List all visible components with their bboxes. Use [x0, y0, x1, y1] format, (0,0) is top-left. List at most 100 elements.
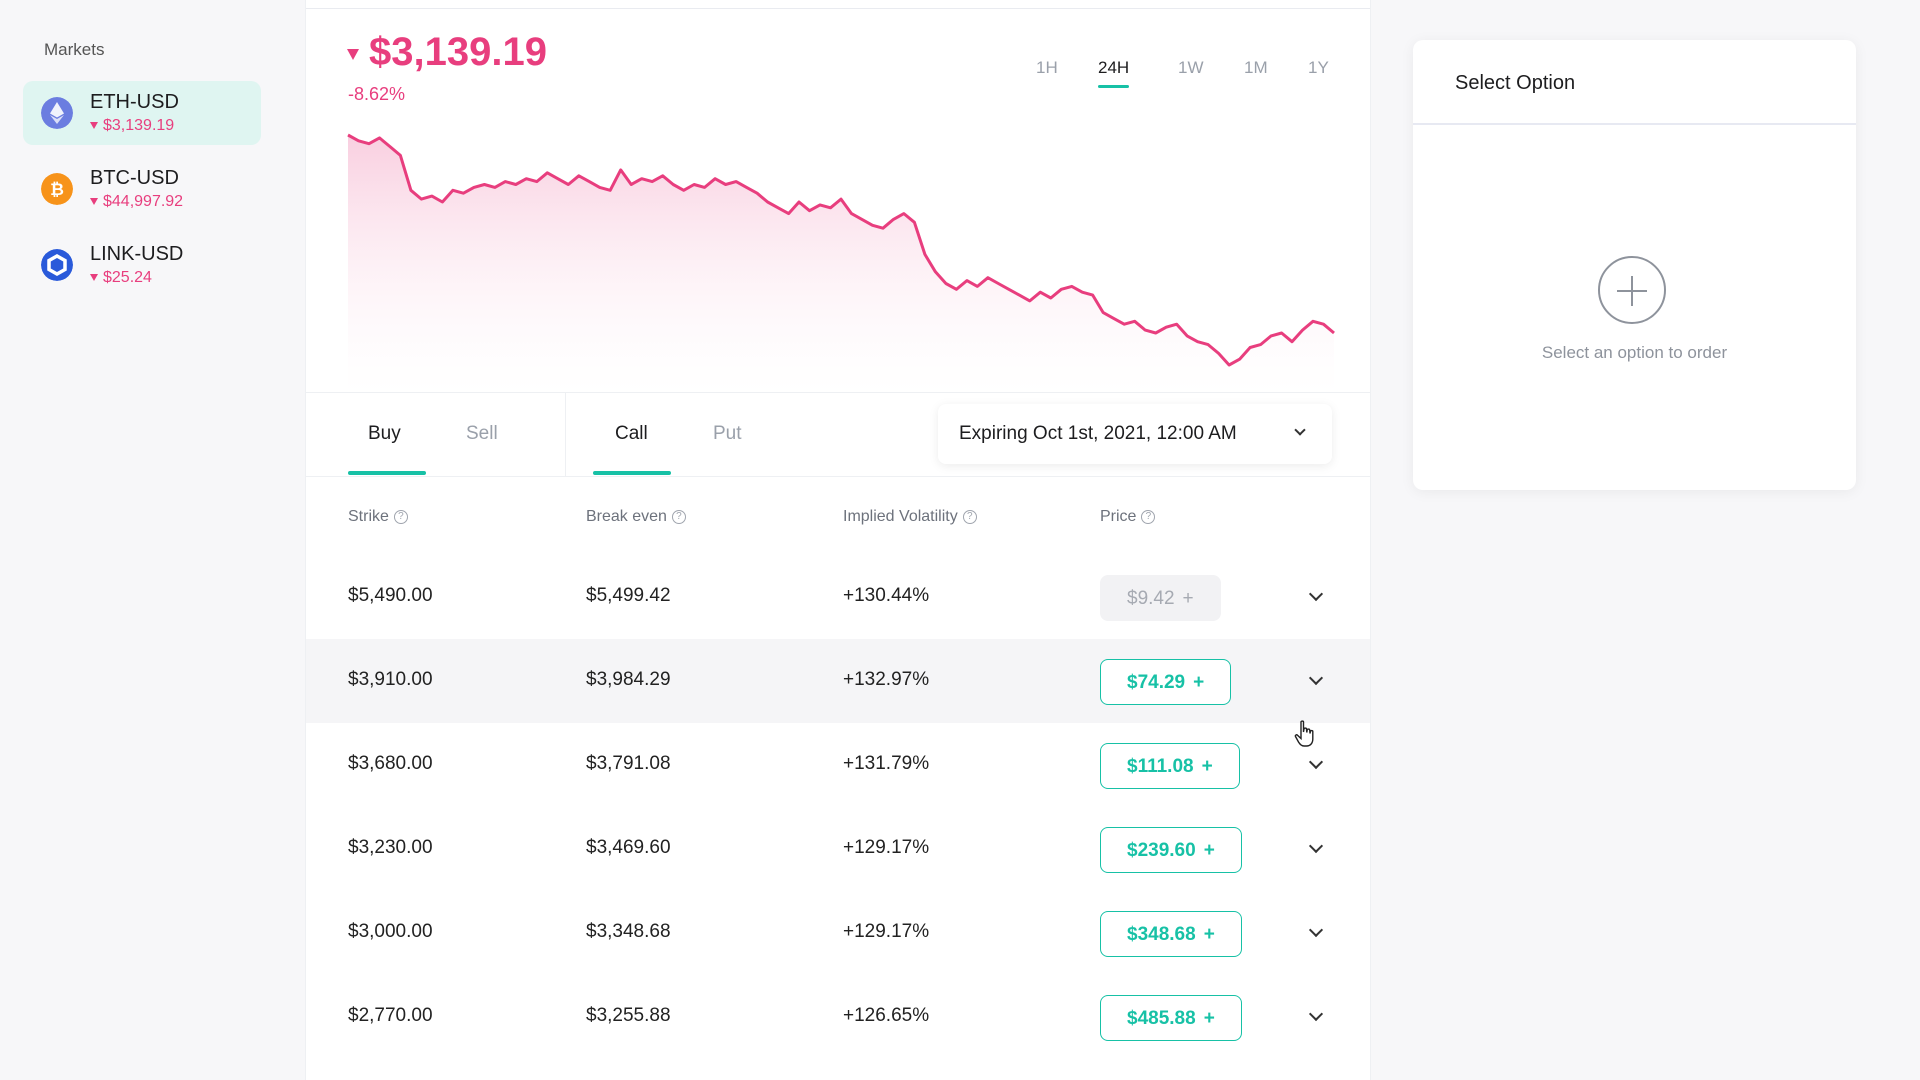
time-range-selector: 1H 24H 1W 1M 1Y: [1036, 58, 1348, 88]
ethereum-icon: [41, 97, 73, 129]
price-button[interactable]: $9.42 +: [1100, 575, 1221, 621]
bitcoin-icon: ₿: [41, 173, 73, 205]
break-even-value: $3,255.88: [586, 1005, 671, 1026]
iv-value: +129.17%: [843, 837, 930, 858]
price-button[interactable]: $485.88 +: [1100, 995, 1242, 1041]
help-icon[interactable]: ?: [671, 509, 686, 524]
chainlink-icon: [41, 249, 73, 281]
plus-icon: +: [1182, 588, 1194, 609]
chevron-down-icon: [1294, 424, 1306, 436]
divider: [306, 392, 1370, 393]
market-price: $44,997.92: [90, 193, 183, 211]
tab-buy-underline: [348, 471, 426, 475]
break-even-value: $3,984.29: [586, 669, 671, 690]
chevron-down-icon[interactable]: [1308, 754, 1324, 770]
strike-value: $3,910.00: [348, 669, 433, 690]
table-row[interactable]: $5,490.00 $5,499.42 +130.44% $9.42 +: [306, 555, 1370, 639]
iv-value: +131.79%: [843, 753, 930, 774]
help-icon[interactable]: ?: [962, 509, 977, 524]
market-eth-usd[interactable]: ETH-USD $3,139.19: [23, 81, 261, 145]
down-arrow-icon: [90, 198, 98, 206]
table-row[interactable]: $3,910.00 $3,984.29 +132.97% $74.29 +: [306, 639, 1370, 723]
market-name: LINK-USD: [90, 243, 184, 265]
tab-sell[interactable]: Sell: [466, 423, 498, 444]
down-arrow-icon: [347, 48, 359, 60]
markets-sidebar: Markets ETH-USD $3,139.19 ₿ BTC-USD $44,…: [0, 0, 305, 1080]
market-btc-usd[interactable]: ₿ BTC-USD $44,997.92: [23, 157, 261, 221]
chevron-down-icon[interactable]: [1308, 586, 1324, 602]
chevron-down-icon[interactable]: [1308, 922, 1324, 938]
strike-value: $3,000.00: [348, 921, 433, 942]
price-button[interactable]: $74.29 +: [1100, 659, 1232, 705]
market-price: $25.24: [90, 269, 152, 287]
table-row[interactable]: $3,680.00 $3,791.08 +131.79% $111.08 +: [306, 723, 1370, 807]
chevron-down-icon[interactable]: [1308, 1006, 1324, 1022]
price-button[interactable]: $348.68 +: [1100, 911, 1242, 957]
chevron-down-icon[interactable]: [1308, 838, 1324, 854]
chevron-down-icon[interactable]: [1308, 670, 1324, 686]
plus-icon: +: [1203, 840, 1215, 861]
price-button[interactable]: $111.08 +: [1100, 743, 1240, 789]
divider: [1413, 123, 1856, 125]
expiry-dropdown[interactable]: Expiring Oct 1st, 2021, 12:00 AM: [938, 404, 1332, 464]
hand-cursor-icon: [1294, 720, 1314, 747]
price-chart[interactable]: [346, 125, 1336, 395]
main-panel: $3,139.19 -8.62% 1H 24H 1W 1M 1Y Buy Sel…: [305, 0, 1371, 1080]
break-even-value: $3,791.08: [586, 753, 671, 774]
plus-icon: +: [1193, 672, 1205, 693]
plus-icon: +: [1201, 756, 1213, 777]
tab-put[interactable]: Put: [713, 423, 742, 444]
strike-value: $5,490.00: [348, 585, 433, 606]
order-panel: Select Option Select an option to order: [1413, 40, 1856, 490]
break-even-value: $3,469.60: [586, 837, 671, 858]
price-button[interactable]: $239.60 +: [1100, 827, 1242, 873]
strike-value: $2,770.00: [348, 1005, 433, 1026]
range-1y[interactable]: 1Y: [1308, 58, 1329, 77]
iv-value: +130.44%: [843, 585, 930, 606]
strike-value: $3,680.00: [348, 753, 433, 774]
header-implied-volatility: Implied Volatility?: [843, 508, 977, 526]
header-strike: Strike?: [348, 508, 408, 526]
table-row[interactable]: $3,000.00 $3,348.68 +129.17% $348.68 +: [306, 891, 1370, 975]
price-change: -8.62%: [348, 84, 406, 104]
tab-call[interactable]: Call: [615, 423, 648, 444]
break-even-value: $5,499.42: [586, 585, 671, 606]
market-link-usd[interactable]: LINK-USD $25.24: [23, 233, 261, 297]
iv-value: +126.65%: [843, 1005, 930, 1026]
range-1w[interactable]: 1W: [1178, 58, 1204, 77]
chart-area: [348, 135, 1334, 395]
tab-buy[interactable]: Buy: [368, 423, 401, 444]
range-24h[interactable]: 24H: [1098, 58, 1130, 88]
iv-value: +129.17%: [843, 921, 930, 942]
help-icon[interactable]: ?: [393, 509, 408, 524]
tab-call-underline: [593, 471, 671, 475]
markets-label: Markets: [44, 40, 105, 59]
svg-text:₿: ₿: [50, 180, 64, 200]
current-price: $3,139.19: [347, 30, 547, 75]
break-even-value: $3,348.68: [586, 921, 671, 942]
range-1h[interactable]: 1H: [1036, 58, 1058, 77]
down-arrow-icon: [90, 274, 98, 282]
divider: [306, 8, 1370, 9]
market-price: $3,139.19: [90, 117, 174, 135]
iv-value: +132.97%: [843, 669, 930, 690]
order-hint: Select an option to order: [1541, 343, 1728, 362]
header-break-even: Break even?: [586, 508, 686, 526]
table-row[interactable]: $3,230.00 $3,469.60 +129.17% $239.60 +: [306, 807, 1370, 891]
order-title: Select Option: [1455, 72, 1576, 94]
market-name: ETH-USD: [90, 91, 179, 113]
plus-icon: +: [1203, 924, 1215, 945]
help-icon[interactable]: ?: [1141, 509, 1156, 524]
divider: [306, 476, 1370, 477]
expiry-value: Expiring Oct 1st, 2021, 12:00 AM: [959, 423, 1237, 444]
market-name: BTC-USD: [90, 167, 179, 189]
down-arrow-icon: [90, 122, 98, 130]
plus-icon: +: [1203, 1008, 1215, 1029]
chart-series-line: [347, 133, 1335, 367]
range-1m[interactable]: 1M: [1244, 58, 1268, 77]
header-price: Price?: [1100, 508, 1156, 526]
add-option-icon[interactable]: [1598, 256, 1666, 324]
divider: [565, 393, 566, 477]
table-row[interactable]: $2,770.00 $3,255.88 +126.65% $485.88 +: [306, 975, 1370, 1059]
strike-value: $3,230.00: [348, 837, 433, 858]
